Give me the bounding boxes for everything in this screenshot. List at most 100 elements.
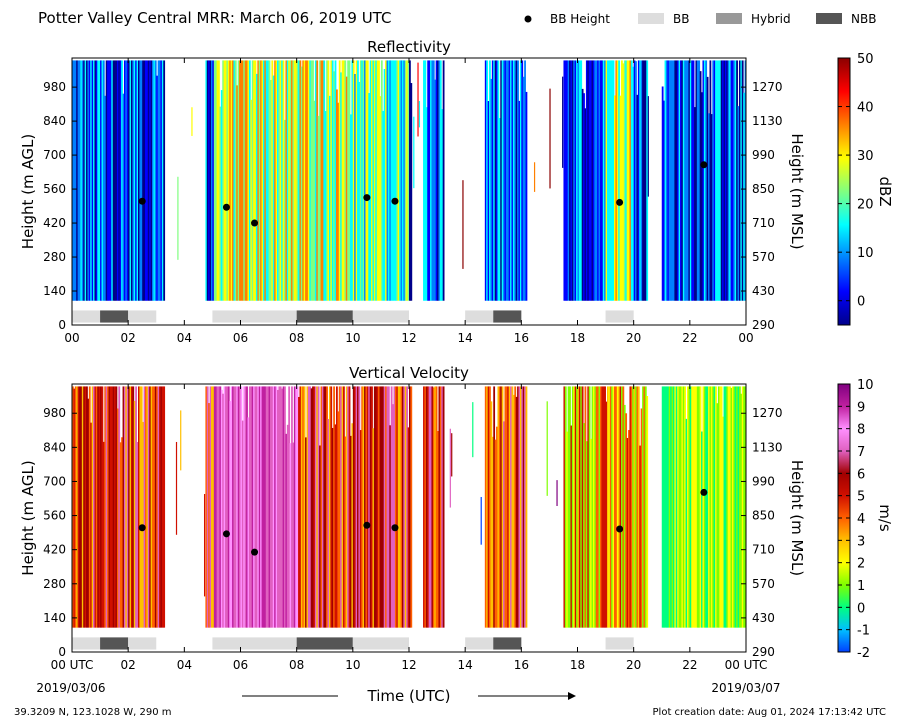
data-strip	[118, 386, 121, 628]
data-strip	[717, 386, 720, 628]
data-strip	[79, 386, 81, 628]
data-strip	[247, 417, 250, 628]
data-strip	[505, 60, 508, 301]
data-strip	[84, 60, 87, 301]
data-strip	[585, 441, 588, 628]
data-strip	[514, 386, 517, 628]
data-strip	[519, 386, 522, 628]
data-strip	[303, 60, 306, 301]
data-strip	[293, 60, 296, 301]
bright-band-segment	[493, 310, 522, 323]
data-strip	[303, 386, 306, 628]
data-strip	[435, 386, 438, 628]
bright-band-segment	[128, 310, 157, 323]
data-strip	[717, 60, 720, 301]
data-strip	[295, 386, 298, 628]
bright-band-segment	[296, 310, 353, 323]
data-strip	[598, 386, 601, 628]
data-strip	[90, 422, 93, 628]
data-strip	[236, 386, 239, 628]
data-strip	[104, 95, 107, 301]
y-tick-label: 280	[43, 577, 66, 591]
data-strip	[567, 386, 570, 628]
data-strip	[319, 445, 321, 628]
data-strip	[243, 60, 246, 301]
data-strip	[274, 386, 277, 628]
data-strip	[361, 60, 364, 301]
data-strip	[442, 60, 445, 301]
data-strip	[246, 60, 248, 301]
data-strip	[123, 386, 126, 628]
data-strip	[98, 386, 101, 628]
data-strip	[114, 386, 116, 628]
data-strip	[299, 60, 302, 301]
time-arrow-head	[568, 692, 576, 700]
data-strip	[407, 60, 410, 301]
y-tick-label: 0	[58, 645, 66, 659]
data-strip	[696, 60, 699, 301]
data-strip	[160, 386, 163, 628]
data-strip	[525, 386, 528, 628]
date-start: 2019/03/06	[36, 681, 105, 695]
data-strip	[524, 60, 526, 301]
data-strip	[729, 386, 731, 628]
data-strip	[145, 60, 147, 301]
data-strip	[425, 107, 428, 301]
data-strip	[670, 60, 672, 301]
y-tick-label: 980	[43, 406, 66, 420]
x-tick-label: 04	[177, 331, 192, 345]
data-strip	[291, 386, 293, 628]
data-strip	[233, 60, 236, 301]
data-strip	[486, 386, 489, 628]
data-strip	[490, 401, 493, 628]
data-strip	[518, 100, 521, 301]
data-strip	[213, 386, 216, 628]
colorbar-tick-label: 7	[857, 445, 865, 460]
data-strip	[615, 60, 618, 301]
data-strip	[628, 60, 630, 301]
data-strip	[267, 386, 269, 628]
data-strip	[84, 386, 87, 628]
bright-band-segment	[493, 637, 522, 650]
data-strip	[111, 386, 114, 628]
data-strip	[265, 386, 268, 628]
data-strip	[664, 386, 667, 628]
data-strip	[574, 60, 577, 301]
data-strip	[114, 60, 116, 301]
legend-nbb-swatch	[816, 13, 842, 24]
data-strip	[279, 386, 282, 628]
data-strip	[712, 386, 715, 628]
data-strip	[355, 386, 358, 628]
data-strip	[292, 442, 295, 628]
y2-tick-label: 710	[752, 216, 775, 230]
data-strip	[324, 111, 327, 301]
data-strip	[722, 60, 724, 301]
data-strip	[632, 66, 635, 301]
data-strip	[677, 386, 679, 628]
data-strip	[705, 60, 708, 301]
data-strip	[672, 60, 675, 301]
data-strip	[163, 386, 166, 628]
data-strip	[246, 386, 248, 628]
y2-tick-label: 430	[752, 284, 775, 298]
data-strip	[279, 60, 282, 301]
data-strip	[327, 60, 330, 301]
data-strip	[423, 60, 425, 301]
data-strip	[399, 60, 401, 301]
data-strip	[682, 386, 685, 628]
data-strip	[161, 386, 164, 628]
x-tick-label: 14	[458, 331, 473, 345]
data-strip	[296, 386, 299, 628]
x-tick-label: 14	[458, 658, 473, 672]
data-strip	[691, 386, 694, 628]
data-strip	[685, 418, 688, 628]
data-strip	[219, 106, 222, 301]
data-strip	[156, 386, 159, 628]
data-strip	[254, 386, 257, 628]
data-strip	[639, 60, 642, 301]
data-strip	[324, 386, 327, 628]
data-strip	[229, 60, 232, 301]
x-tick-label: 18	[570, 658, 585, 672]
data-strip	[383, 386, 386, 628]
data-strip	[741, 60, 744, 301]
